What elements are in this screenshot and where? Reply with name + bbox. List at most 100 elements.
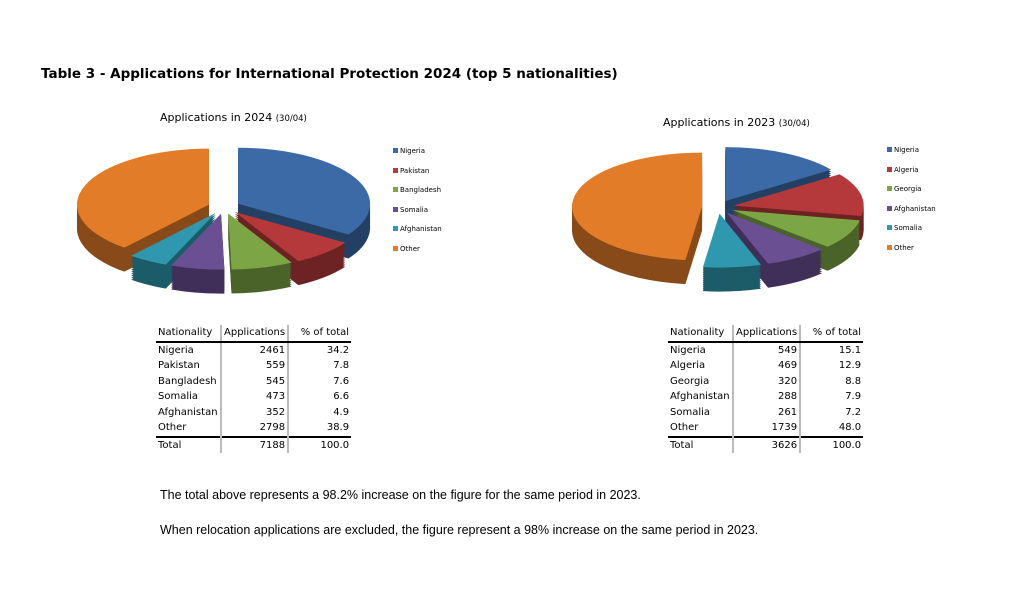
legend-item: Somalia (393, 206, 442, 226)
pie-slice-nigeria (238, 147, 371, 235)
legend-label: Afghanistan (400, 225, 442, 234)
table-cell: 7188 (219, 435, 290, 453)
table-row: Nigeria 2461 34.2 (156, 341, 351, 358)
pie-slice-somalia (171, 213, 225, 270)
data-table-2023: Nationality Applications% of total Nigeria… (668, 325, 864, 453)
chart-title-note: (30/04) (275, 114, 307, 124)
table-row: Algeria 469 12.9 (668, 358, 863, 374)
legend-swatch (393, 245, 398, 251)
table-row: Somalia 473 6.6 (156, 389, 351, 405)
legend-label: Nigeria (400, 147, 426, 155)
table-cell: 7.8 (333, 360, 350, 372)
legend-label: Afghanistan (894, 204, 936, 213)
legend-swatch (887, 186, 892, 192)
table-cell: 2461 (219, 341, 290, 358)
table-row: Georgia 320 8.8 (668, 373, 863, 389)
note-relocation: When relocation applications are exclude… (160, 523, 759, 537)
pie-slice-pakistan (234, 211, 346, 262)
chart-title-note: (30/04) (778, 119, 810, 129)
legend-item: Afghanistan (393, 225, 442, 245)
column-header: Applications (219, 325, 290, 343)
table-cell: 8.8 (845, 375, 862, 387)
pie-slice-georgia (732, 210, 860, 247)
table-cell: 545 (219, 373, 290, 389)
table-cell: 3626 (731, 435, 802, 453)
legend-item: Nigeria (393, 147, 442, 167)
table-cell: 288 (731, 389, 802, 405)
column-header: % of total (800, 325, 864, 343)
pie-slice-nigeria (725, 147, 832, 202)
legend-swatch (393, 206, 398, 212)
table-cell: 100.0 (288, 435, 352, 453)
table-cell: 1739 (731, 420, 802, 437)
table-cell: Nigeria (158, 344, 194, 356)
chart-title-text: Applications in 2023 (663, 116, 776, 129)
table-cell: 261 (731, 404, 802, 420)
legend-item: Nigeria (887, 146, 936, 166)
table-row: Nigeria 549 15.1 (668, 341, 863, 358)
table-cell: Somalia (670, 406, 711, 418)
legend-swatch (887, 147, 892, 152)
legend-swatch (393, 187, 398, 193)
legend-label: Nigeria (894, 146, 920, 154)
table-cell: Georgia (670, 375, 710, 387)
pie-slice-algeria (733, 174, 864, 216)
table-cell: Afghanistan (158, 406, 218, 418)
legend-swatch (887, 225, 892, 231)
table-cell: Nigeria (670, 344, 706, 356)
pie-slice-afghanistan (131, 212, 216, 265)
table-cell: 7.6 (333, 375, 350, 387)
table-cell: Total (668, 435, 733, 453)
legend-item: Bangladesh (393, 186, 442, 206)
table-total-row: Total 7188 100.0 (156, 435, 352, 453)
legend-label: Pakistan (400, 166, 430, 175)
legend-item: Somalia (887, 224, 936, 244)
table-cell: 34.2 (326, 344, 350, 356)
table-cell: 549 (731, 341, 802, 358)
legend-item: Pakistan (393, 167, 442, 187)
table-row: Afghanistan 352 4.9 (156, 404, 351, 420)
table-cell: Somalia (158, 391, 199, 403)
legend-label: Georgia (894, 185, 922, 194)
table-cell: 469 (731, 358, 802, 374)
table-cell: Pakistan (158, 360, 200, 372)
table-cell: Total (156, 435, 221, 453)
table-header-row: Nationality Applications% of total (668, 325, 864, 343)
table-cell: 15.1 (838, 344, 862, 356)
table-cell: 2798 (219, 420, 290, 437)
pie-slice-other (76, 148, 209, 248)
table-row: Somalia 261 7.2 (668, 404, 863, 420)
legend-swatch (393, 167, 398, 173)
pie-slice-afghanistan (726, 212, 823, 264)
chart-title-2023: Applications in 2023 (30/04) (663, 116, 810, 129)
legend-label: Other (894, 243, 914, 252)
table-cell: 320 (731, 373, 802, 389)
legend-swatch (393, 148, 398, 153)
column-header: Applications (731, 325, 802, 343)
data-table-2024: Nationality Applications% of total Nigeria… (156, 325, 352, 453)
legend-item: Other (393, 245, 442, 265)
table-cell: 4.9 (333, 406, 350, 418)
table-cell: 473 (219, 389, 290, 405)
chart-title-text: Applications in 2024 (160, 111, 273, 124)
note-increase: The total above represents a 98.2% incre… (160, 488, 641, 502)
table-row: Other 2798 38.9 (156, 420, 351, 437)
table-cell: Bangladesh (158, 375, 217, 387)
table-row: Pakistan 559 7.8 (156, 358, 351, 374)
table-cell: 7.9 (845, 391, 862, 403)
legend-label: Algeria (894, 165, 919, 174)
legend-2023: Nigeria Algeria Georgia Afghanistan Somalia O… (887, 146, 936, 264)
pie-slice-somalia (702, 213, 761, 268)
table-cell: Other (670, 422, 699, 434)
table-cell: Algeria (670, 360, 706, 372)
legend-label: Somalia (894, 224, 923, 233)
column-header: % of total (288, 325, 352, 343)
table-cell: 12.9 (838, 360, 862, 372)
legend-swatch (393, 226, 398, 232)
table-header-row: Nationality Applications% of total (156, 325, 352, 343)
table-row: Other 1739 48.0 (668, 420, 863, 437)
table-cell: 559 (219, 358, 290, 374)
legend-item: Georgia (887, 185, 936, 205)
